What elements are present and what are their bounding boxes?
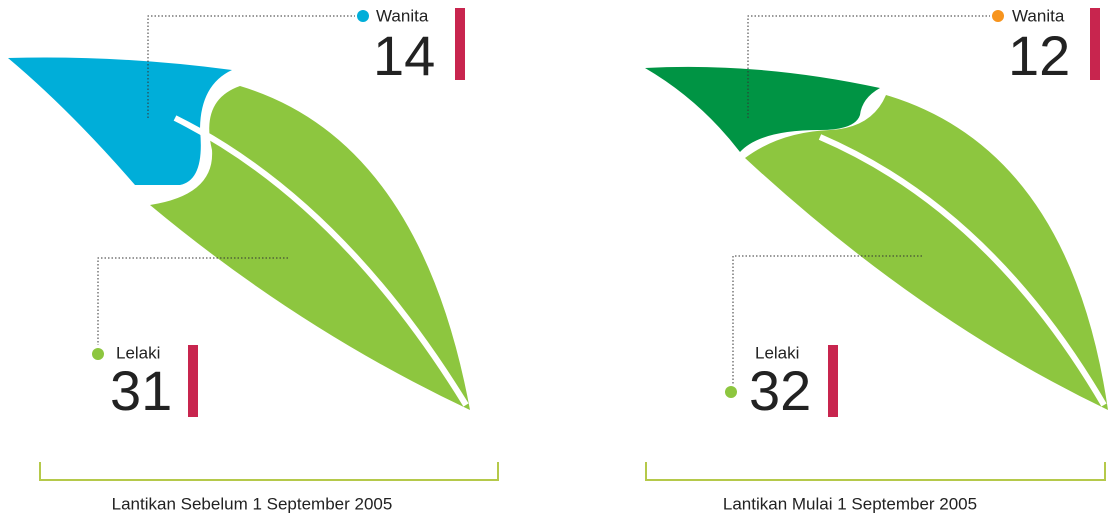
accent-bar	[188, 345, 198, 417]
panel: Wanita 12 Lelaki 32 Lantikan Mulai 1 Sep…	[645, 6, 1108, 513]
bracket	[646, 462, 1105, 480]
male-dot	[725, 386, 737, 398]
bracket	[40, 462, 498, 480]
accent-bar	[1090, 8, 1100, 80]
female-value: 14	[373, 24, 435, 87]
caption: Lantikan Mulai 1 September 2005	[723, 494, 977, 513]
female-label: Wanita	[1012, 6, 1065, 25]
caption: Lantikan Sebelum 1 September 2005	[112, 494, 393, 513]
infographic: Wanita 14 Lelaki 31 Lantikan Sebelum 1 S…	[0, 0, 1118, 516]
female-leaf	[8, 58, 232, 186]
accent-bar	[828, 345, 838, 417]
male-dot	[92, 348, 104, 360]
male-value: 31	[110, 359, 172, 422]
female-value: 12	[1008, 24, 1070, 87]
female-dot	[357, 10, 369, 22]
accent-bar	[455, 8, 465, 80]
female-dot	[992, 10, 1004, 22]
male-value: 32	[749, 359, 811, 422]
female-label: Wanita	[376, 6, 429, 25]
panel: Wanita 14 Lelaki 31 Lantikan Sebelum 1 S…	[8, 6, 498, 513]
